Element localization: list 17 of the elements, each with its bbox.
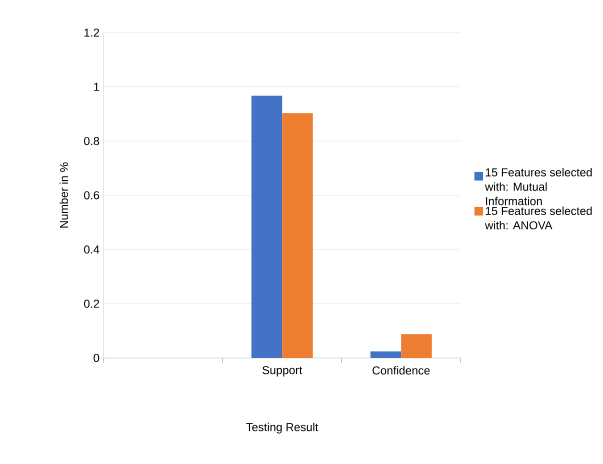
bar: [401, 334, 432, 358]
bar: [370, 352, 402, 358]
y-tick-label: 0.4: [84, 246, 100, 254]
y-tick-label: 1.2: [84, 28, 100, 37]
y-tick-label: 0: [94, 354, 100, 362]
legend-label: 15 Features selected with: Mutual Information: [484, 168, 592, 206]
y-tick-label: 0.2: [84, 300, 100, 308]
y-tick-label: 0.8: [84, 137, 100, 146]
y-axis-title: Number in %: [60, 162, 68, 228]
y-tick-label: 0.6: [84, 191, 100, 200]
x-axis-title: Testing Result: [246, 423, 318, 434]
bar: [251, 96, 282, 358]
x-tick-label: Confidence: [372, 366, 430, 375]
bar: [282, 113, 313, 358]
legend-label: 15 Features selected with: ANOVA: [484, 206, 592, 230]
y-tick-label: 1: [94, 83, 100, 92]
x-tick-label: Support: [262, 366, 302, 377]
